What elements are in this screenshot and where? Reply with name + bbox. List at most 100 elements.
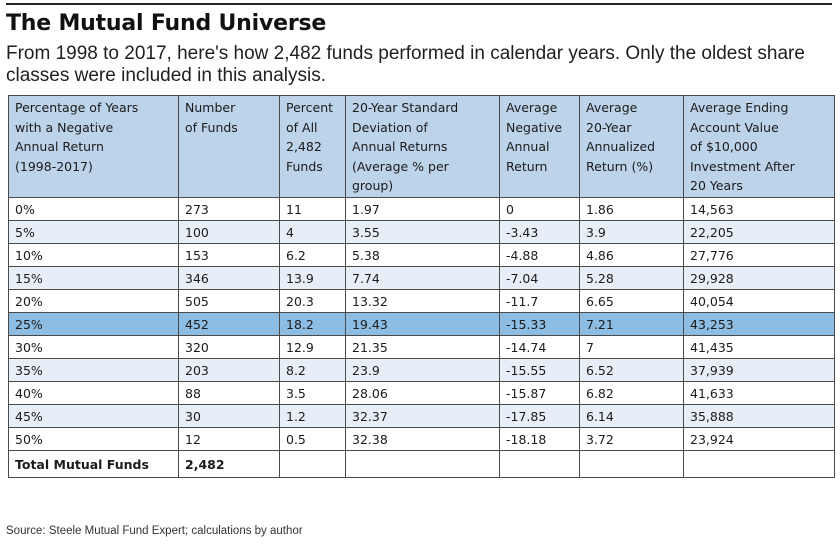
table-cell: 452 xyxy=(178,312,280,336)
table-cell: 18.2 xyxy=(279,312,346,336)
table-cell: 0 xyxy=(499,197,580,221)
table-row: 0% 273 11 1.97 0 1.86 14,563 xyxy=(8,197,835,221)
table-row: 35% 203 8.2 23.9 -15.55 6.52 37,939 xyxy=(8,358,835,382)
table-cell: 153 xyxy=(178,243,280,267)
table-cell: 43,253 xyxy=(683,312,835,336)
table-cell: 20% xyxy=(8,289,179,313)
table-cell: 3.72 xyxy=(579,427,684,451)
table-cell: 40,054 xyxy=(683,289,835,313)
table-cell xyxy=(345,450,500,478)
table-body: 0% 273 11 1.97 0 1.86 14,563 5% 100 4 3.55 -3.43 3.9… xyxy=(8,197,835,478)
table-cell: 346 xyxy=(178,266,280,290)
table-cell: 12.9 xyxy=(279,335,346,359)
table-cell: 320 xyxy=(178,335,280,359)
table-cell: -15.33 xyxy=(499,312,580,336)
total-label: Total Mutual Funds xyxy=(8,450,179,478)
top-rule xyxy=(6,3,832,5)
table-cell: 40% xyxy=(8,381,179,405)
header-cell-percent-of-all: Percent of All 2,482 Funds xyxy=(279,95,346,198)
table-cell: -4.88 xyxy=(499,243,580,267)
table-cell: 14,563 xyxy=(683,197,835,221)
table-cell: 30% xyxy=(8,335,179,359)
table-cell: 35,888 xyxy=(683,404,835,428)
mutual-fund-table: Percentage of Years with a Negative Annual… xyxy=(8,95,835,478)
table-cell: 1.2 xyxy=(279,404,346,428)
table-cell: 20.3 xyxy=(279,289,346,313)
total-count: 2,482 xyxy=(178,450,280,478)
table-cell: 505 xyxy=(178,289,280,313)
table-cell: 100 xyxy=(178,220,280,244)
table-cell: 13.9 xyxy=(279,266,346,290)
table-cell xyxy=(579,450,684,478)
table-cell: 12 xyxy=(178,427,280,451)
table-cell: 41,435 xyxy=(683,335,835,359)
page-subtitle: From 1998 to 2017, here's how 2,482 fund… xyxy=(6,43,805,86)
table-cell: 27,776 xyxy=(683,243,835,267)
header-cell-ending-value: Average Ending Account Value of $10,000 Inv… xyxy=(683,95,835,198)
table-cell: 10% xyxy=(8,243,179,267)
table-cell: 7.74 xyxy=(345,266,500,290)
table-cell: 0.5 xyxy=(279,427,346,451)
table-cell: 15% xyxy=(8,266,179,290)
header-cell-number-of-funds: Number of Funds xyxy=(178,95,280,198)
table-row: 10% 153 6.2 5.38 -4.88 4.86 27,776 xyxy=(8,243,835,267)
table-cell xyxy=(279,450,346,478)
table-cell: 29,928 xyxy=(683,266,835,290)
table-row: 20% 505 20.3 13.32 -11.7 6.65 40,054 xyxy=(8,289,835,313)
table-cell: 6.65 xyxy=(579,289,684,313)
table-row: 45% 30 1.2 32.37 -17.85 6.14 35,888 xyxy=(8,404,835,428)
table-cell: 22,205 xyxy=(683,220,835,244)
table-cell: 4.86 xyxy=(579,243,684,267)
table-cell: 5% xyxy=(8,220,179,244)
table-cell: 4 xyxy=(279,220,346,244)
table-cell: 3.5 xyxy=(279,381,346,405)
table-cell: -3.43 xyxy=(499,220,580,244)
header-cell-negative-years: Percentage of Years with a Negative Annual… xyxy=(8,95,179,198)
table-cell: 0% xyxy=(8,197,179,221)
table-cell xyxy=(683,450,835,478)
table-cell: 6.2 xyxy=(279,243,346,267)
table-row: 30% 320 12.9 21.35 -14.74 7 41,435 xyxy=(8,335,835,359)
table-cell: 19.43 xyxy=(345,312,500,336)
table-cell: 3.55 xyxy=(345,220,500,244)
table-cell: 32.37 xyxy=(345,404,500,428)
table-cell: -11.7 xyxy=(499,289,580,313)
table-cell: -15.87 xyxy=(499,381,580,405)
table-cell: 1.97 xyxy=(345,197,500,221)
table-header-row: Percentage of Years with a Negative Annual… xyxy=(8,95,835,198)
table-cell: -14.74 xyxy=(499,335,580,359)
table-cell: 6.14 xyxy=(579,404,684,428)
table-row: 50% 12 0.5 32.38 -18.18 3.72 23,924 xyxy=(8,427,835,451)
table-cell: -15.55 xyxy=(499,358,580,382)
table-cell: 50% xyxy=(8,427,179,451)
table-cell: 5.28 xyxy=(579,266,684,290)
table-cell: 7.21 xyxy=(579,312,684,336)
table-cell: 8.2 xyxy=(279,358,346,382)
table-cell: 21.35 xyxy=(345,335,500,359)
table-cell: 203 xyxy=(178,358,280,382)
table-cell: 6.82 xyxy=(579,381,684,405)
table-cell: 35% xyxy=(8,358,179,382)
table-row: 40% 88 3.5 28.06 -15.87 6.82 41,633 xyxy=(8,381,835,405)
table-cell: 3.9 xyxy=(579,220,684,244)
table-cell: 7 xyxy=(579,335,684,359)
table-cell: 41,633 xyxy=(683,381,835,405)
table-cell: 32.38 xyxy=(345,427,500,451)
total-row: Total Mutual Funds 2,482 xyxy=(8,450,835,478)
table-cell: -7.04 xyxy=(499,266,580,290)
table-cell: 5.38 xyxy=(345,243,500,267)
table-cell: 1.86 xyxy=(579,197,684,221)
table-cell: 273 xyxy=(178,197,280,221)
table-cell: 30 xyxy=(178,404,280,428)
table-row: 15% 346 13.9 7.74 -7.04 5.28 29,928 xyxy=(8,266,835,290)
table-cell: 6.52 xyxy=(579,358,684,382)
page-title: The Mutual Fund Universe xyxy=(6,11,327,36)
table-row: 25% 452 18.2 19.43 -15.33 7.21 43,253 xyxy=(8,312,835,336)
table-cell: 13.32 xyxy=(345,289,500,313)
table-cell: 23,924 xyxy=(683,427,835,451)
table-cell: -18.18 xyxy=(499,427,580,451)
source-note: Source: Steele Mutual Fund Expert; calcu… xyxy=(6,525,303,537)
header-cell-annualized-return: Average 20-Year Annualized Return (%) xyxy=(579,95,684,198)
header-cell-negative-return: Average Negative Annual Return xyxy=(499,95,580,198)
table-row: 5% 100 4 3.55 -3.43 3.9 22,205 xyxy=(8,220,835,244)
